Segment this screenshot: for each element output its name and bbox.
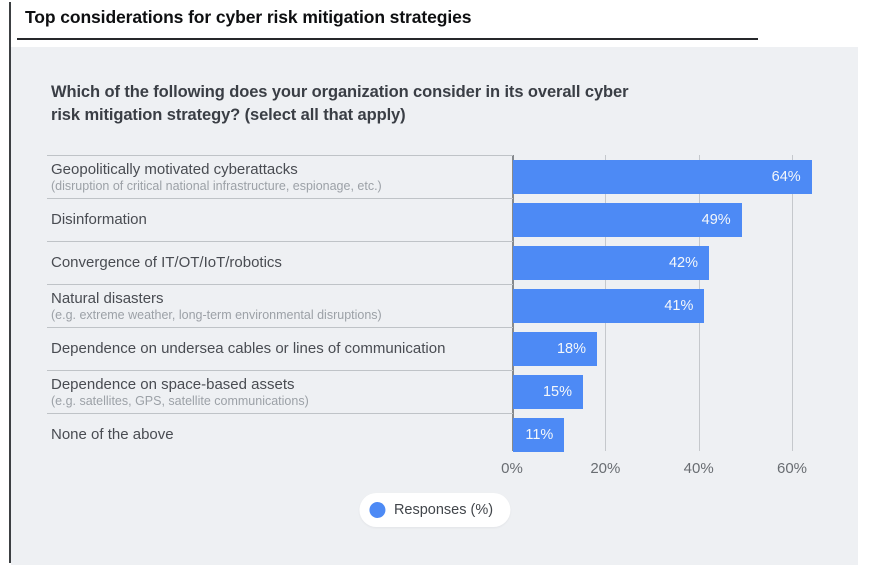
category-label: Natural disasters [51,289,164,307]
category-label-cell: Natural disasters (e.g. extreme weather, … [47,284,513,327]
bar: 41% [513,288,705,323]
bar-value-label: 64% [771,168,801,185]
bar: 64% [513,159,812,194]
chart-row: Geopolitically motivated cyberattacks (di… [47,155,858,198]
chart-panel: Which of the following does your organiz… [11,47,858,565]
category-label: Dependence on space-based assets [51,375,295,393]
bar: 15% [513,374,583,409]
category-label: Disinformation [51,211,147,228]
bar-value-label: 15% [542,383,572,400]
x-axis-tick-label: 0% [501,460,523,477]
bar-cell: 11% [513,413,858,456]
legend-color-dot-icon [368,502,385,518]
chart-rows: Geopolitically motivated cyberattacks (di… [47,155,858,456]
bar-value-label: 41% [664,297,694,314]
category-label-cell: Dependence on space-based assets (e.g. sa… [47,370,513,413]
category-label: Dependence on undersea cables or lines o… [51,340,446,357]
category-label-cell: None of the above [47,413,513,456]
chart-row: Natural disasters (e.g. extreme weather, … [47,284,858,327]
bar-value-label: 11% [525,426,554,443]
chart-row: Dependence on undersea cables or lines o… [47,327,858,370]
chart-row: Disinformation 49% [47,198,858,241]
bar-value-label: 18% [556,340,586,357]
bar-cell: 49% [513,198,858,241]
title-underline [17,38,758,40]
bar-cell: 18% [513,327,858,370]
bar-chart-plot: Geopolitically motivated cyberattacks (di… [47,155,858,485]
bar: 18% [513,331,597,366]
category-label: Geopolitically motivated cyberattacks [51,160,298,178]
gridline-60% [792,155,794,451]
category-sublabel: (e.g. extreme weather, long-term environ… [51,307,382,322]
category-label-cell: Disinformation [47,198,513,241]
x-axis-tick-labels: 0% 20% 40% 60% [47,460,858,480]
chart-question-line2: risk mitigation strategy? (select all th… [51,106,406,124]
bar: 42% [513,245,709,280]
bar-cell: 15% [513,370,858,413]
category-sublabel: (disruption of critical national infrast… [51,178,382,193]
x-axis-tick-label: 20% [590,460,621,477]
category-label-cell: Convergence of IT/OT/IoT/robotics [47,241,513,284]
bar-cell: 42% [513,241,858,284]
bar-value-label: 49% [701,211,731,228]
chart-question: Which of the following does your organiz… [51,81,771,127]
bar: 11% [513,417,565,452]
bar-cell: 41% [513,284,858,327]
bar-value-label: 42% [668,254,698,271]
chart-row: None of the above 11% [47,413,858,456]
chart-row: Convergence of IT/OT/IoT/robotics 42% [47,241,858,284]
bar: 49% [513,202,742,237]
category-label: None of the above [51,426,174,443]
bar-cell: 64% [513,155,858,198]
page-title: Top considerations for cyber risk mitiga… [25,7,472,27]
chart-row: Dependence on space-based assets (e.g. sa… [47,370,858,413]
legend-label: Responses (%) [393,502,494,518]
category-label-cell: Dependence on undersea cables or lines o… [47,327,513,370]
x-axis-tick-label: 60% [777,460,808,477]
category-label: Convergence of IT/OT/IoT/robotics [51,254,282,271]
left-border-rule [9,2,11,563]
chart-question-line1: Which of the following does your organiz… [51,83,629,101]
x-axis-tick-label: 40% [683,460,714,477]
category-label-cell: Geopolitically motivated cyberattacks (di… [47,155,513,198]
category-sublabel: (e.g. satellites, GPS, satellite communi… [51,393,309,408]
legend-pill[interactable]: Responses (%) [358,493,511,527]
